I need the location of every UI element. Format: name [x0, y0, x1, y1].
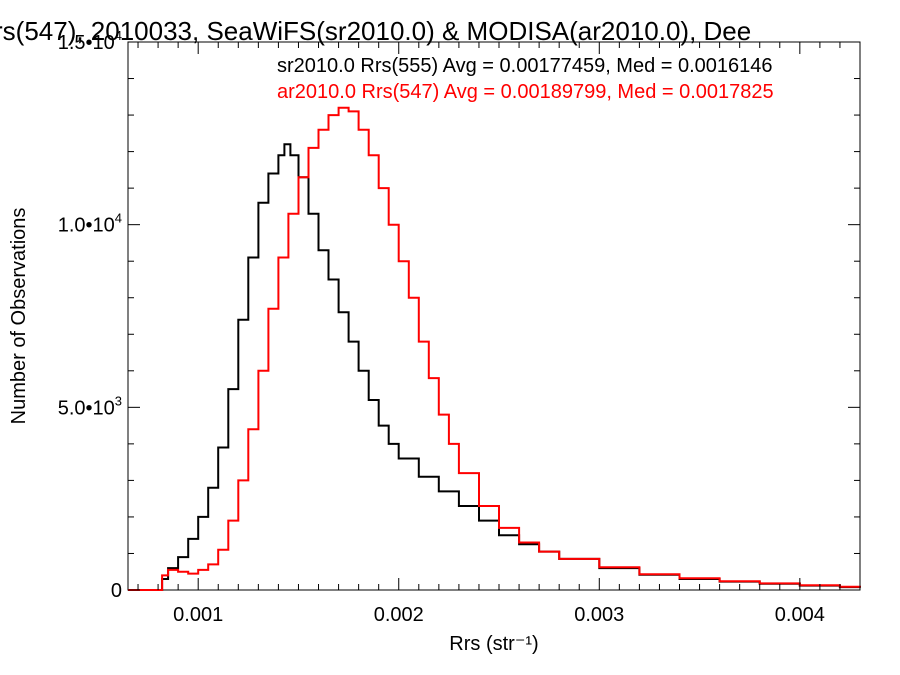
y-tick-label: 5.0•103	[58, 393, 122, 419]
x-axis: 0.001 0.002 0.003 0.004	[137, 42, 861, 626]
y-tick-label: 1.5•104	[58, 28, 122, 54]
y-axis-label: Number of Observations	[8, 208, 30, 425]
legend: sr2010.0 Rrs(555) Avg = 0.00177459, Med …	[277, 55, 774, 103]
x-tick-label: 0.001	[173, 604, 223, 626]
series-line-sr2010	[128, 143, 861, 591]
x-axis-label: Rrs (str⁻¹)	[449, 633, 538, 655]
series-line-ar2010	[128, 106, 861, 591]
y-tick-label: 0	[111, 580, 122, 602]
x-tick-label: 0.002	[374, 604, 424, 626]
series-layer	[128, 106, 861, 591]
y-tick-label: 1.0•104	[58, 211, 122, 237]
chart-title: rs(547), 2010033, SeaWiFS(sr2010.0) & MO…	[0, 16, 751, 46]
legend-entry-ar2010: ar2010.0 Rrs(547) Avg = 0.00189799, Med …	[277, 81, 774, 103]
legend-entry-sr2010: sr2010.0 Rrs(555) Avg = 0.00177459, Med …	[277, 55, 773, 77]
x-tick-label: 0.004	[775, 604, 825, 626]
x-tick-label: 0.003	[574, 604, 624, 626]
plot-area-frame	[127, 41, 861, 591]
y-axis: 0 5.0•103 1.0•104 1.5•104	[58, 28, 860, 602]
